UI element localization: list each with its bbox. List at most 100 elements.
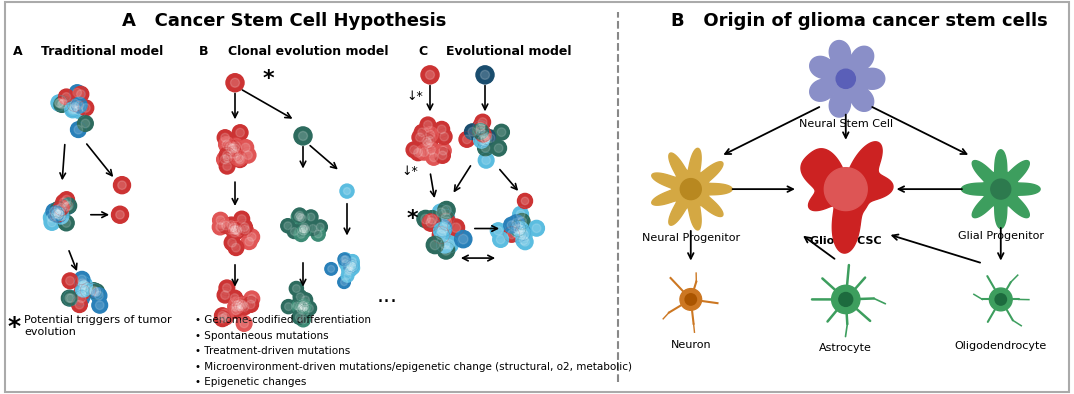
Circle shape (220, 155, 229, 164)
Circle shape (226, 219, 242, 235)
Circle shape (512, 218, 521, 227)
Circle shape (223, 154, 232, 162)
Circle shape (436, 230, 446, 240)
Circle shape (56, 208, 64, 217)
Circle shape (84, 286, 92, 295)
Circle shape (49, 207, 58, 216)
Circle shape (53, 208, 69, 224)
Circle shape (438, 151, 447, 160)
Circle shape (513, 222, 528, 238)
Circle shape (473, 119, 489, 134)
Circle shape (69, 106, 77, 114)
Circle shape (246, 300, 255, 309)
Circle shape (491, 223, 506, 238)
Circle shape (213, 212, 229, 228)
Circle shape (296, 214, 304, 221)
Circle shape (64, 102, 81, 118)
Circle shape (74, 106, 83, 115)
Circle shape (118, 181, 127, 190)
Circle shape (62, 273, 77, 289)
Circle shape (417, 144, 432, 160)
Circle shape (281, 299, 295, 314)
Circle shape (64, 294, 73, 302)
Text: Glioma CSC: Glioma CSC (810, 236, 882, 245)
Circle shape (309, 225, 317, 232)
Circle shape (238, 139, 253, 155)
Circle shape (89, 284, 104, 299)
Circle shape (442, 217, 451, 227)
Circle shape (231, 294, 240, 302)
Circle shape (52, 207, 68, 222)
Circle shape (299, 132, 307, 140)
Circle shape (436, 236, 453, 253)
Circle shape (347, 262, 353, 269)
Circle shape (280, 219, 295, 233)
Circle shape (413, 149, 422, 157)
Circle shape (297, 300, 311, 314)
Circle shape (478, 152, 494, 168)
Circle shape (227, 290, 243, 306)
Circle shape (517, 225, 525, 234)
Circle shape (70, 103, 79, 112)
Circle shape (237, 222, 253, 238)
Circle shape (493, 232, 508, 247)
Circle shape (232, 142, 241, 151)
Circle shape (296, 293, 304, 301)
Circle shape (46, 204, 61, 219)
Circle shape (437, 242, 454, 259)
Circle shape (62, 93, 71, 101)
Circle shape (494, 227, 503, 235)
Circle shape (295, 298, 310, 312)
Circle shape (90, 288, 99, 296)
Circle shape (55, 210, 63, 219)
Circle shape (241, 303, 249, 311)
Circle shape (296, 222, 310, 236)
Circle shape (226, 74, 244, 92)
Circle shape (218, 311, 227, 320)
Circle shape (236, 128, 245, 137)
Circle shape (342, 269, 353, 282)
Circle shape (307, 213, 315, 221)
Circle shape (521, 238, 529, 246)
Circle shape (300, 225, 307, 233)
Text: Clonal evolution model: Clonal evolution model (228, 45, 388, 58)
Circle shape (517, 210, 525, 219)
Circle shape (436, 129, 452, 145)
Circle shape (47, 213, 56, 222)
Circle shape (232, 125, 248, 141)
Circle shape (50, 206, 66, 222)
Circle shape (340, 256, 348, 263)
Circle shape (437, 125, 446, 134)
Circle shape (292, 299, 306, 313)
Circle shape (71, 122, 86, 138)
Circle shape (295, 313, 303, 321)
Circle shape (296, 313, 310, 327)
Circle shape (236, 219, 252, 235)
Circle shape (296, 306, 305, 314)
Circle shape (222, 284, 231, 292)
Text: B   Origin of glioma cancer stem cells: B Origin of glioma cancer stem cells (671, 12, 1047, 30)
Circle shape (345, 264, 358, 276)
Circle shape (343, 264, 355, 277)
Text: • Spontaneous mutations: • Spontaneous mutations (195, 331, 329, 341)
Circle shape (79, 285, 88, 294)
Circle shape (347, 264, 353, 271)
Circle shape (839, 292, 853, 307)
Circle shape (297, 305, 305, 313)
Circle shape (243, 297, 259, 312)
Circle shape (474, 132, 490, 148)
Circle shape (476, 127, 484, 136)
Circle shape (294, 302, 308, 316)
Circle shape (291, 210, 305, 224)
Circle shape (463, 135, 471, 144)
Circle shape (297, 220, 311, 234)
Text: • Treatment-driven mutations: • Treatment-driven mutations (195, 346, 350, 356)
Circle shape (224, 235, 240, 251)
Circle shape (425, 71, 435, 79)
Circle shape (231, 303, 240, 311)
Circle shape (241, 225, 249, 234)
Circle shape (520, 236, 528, 245)
Circle shape (54, 200, 69, 216)
Text: C: C (419, 45, 427, 58)
Circle shape (82, 119, 90, 128)
